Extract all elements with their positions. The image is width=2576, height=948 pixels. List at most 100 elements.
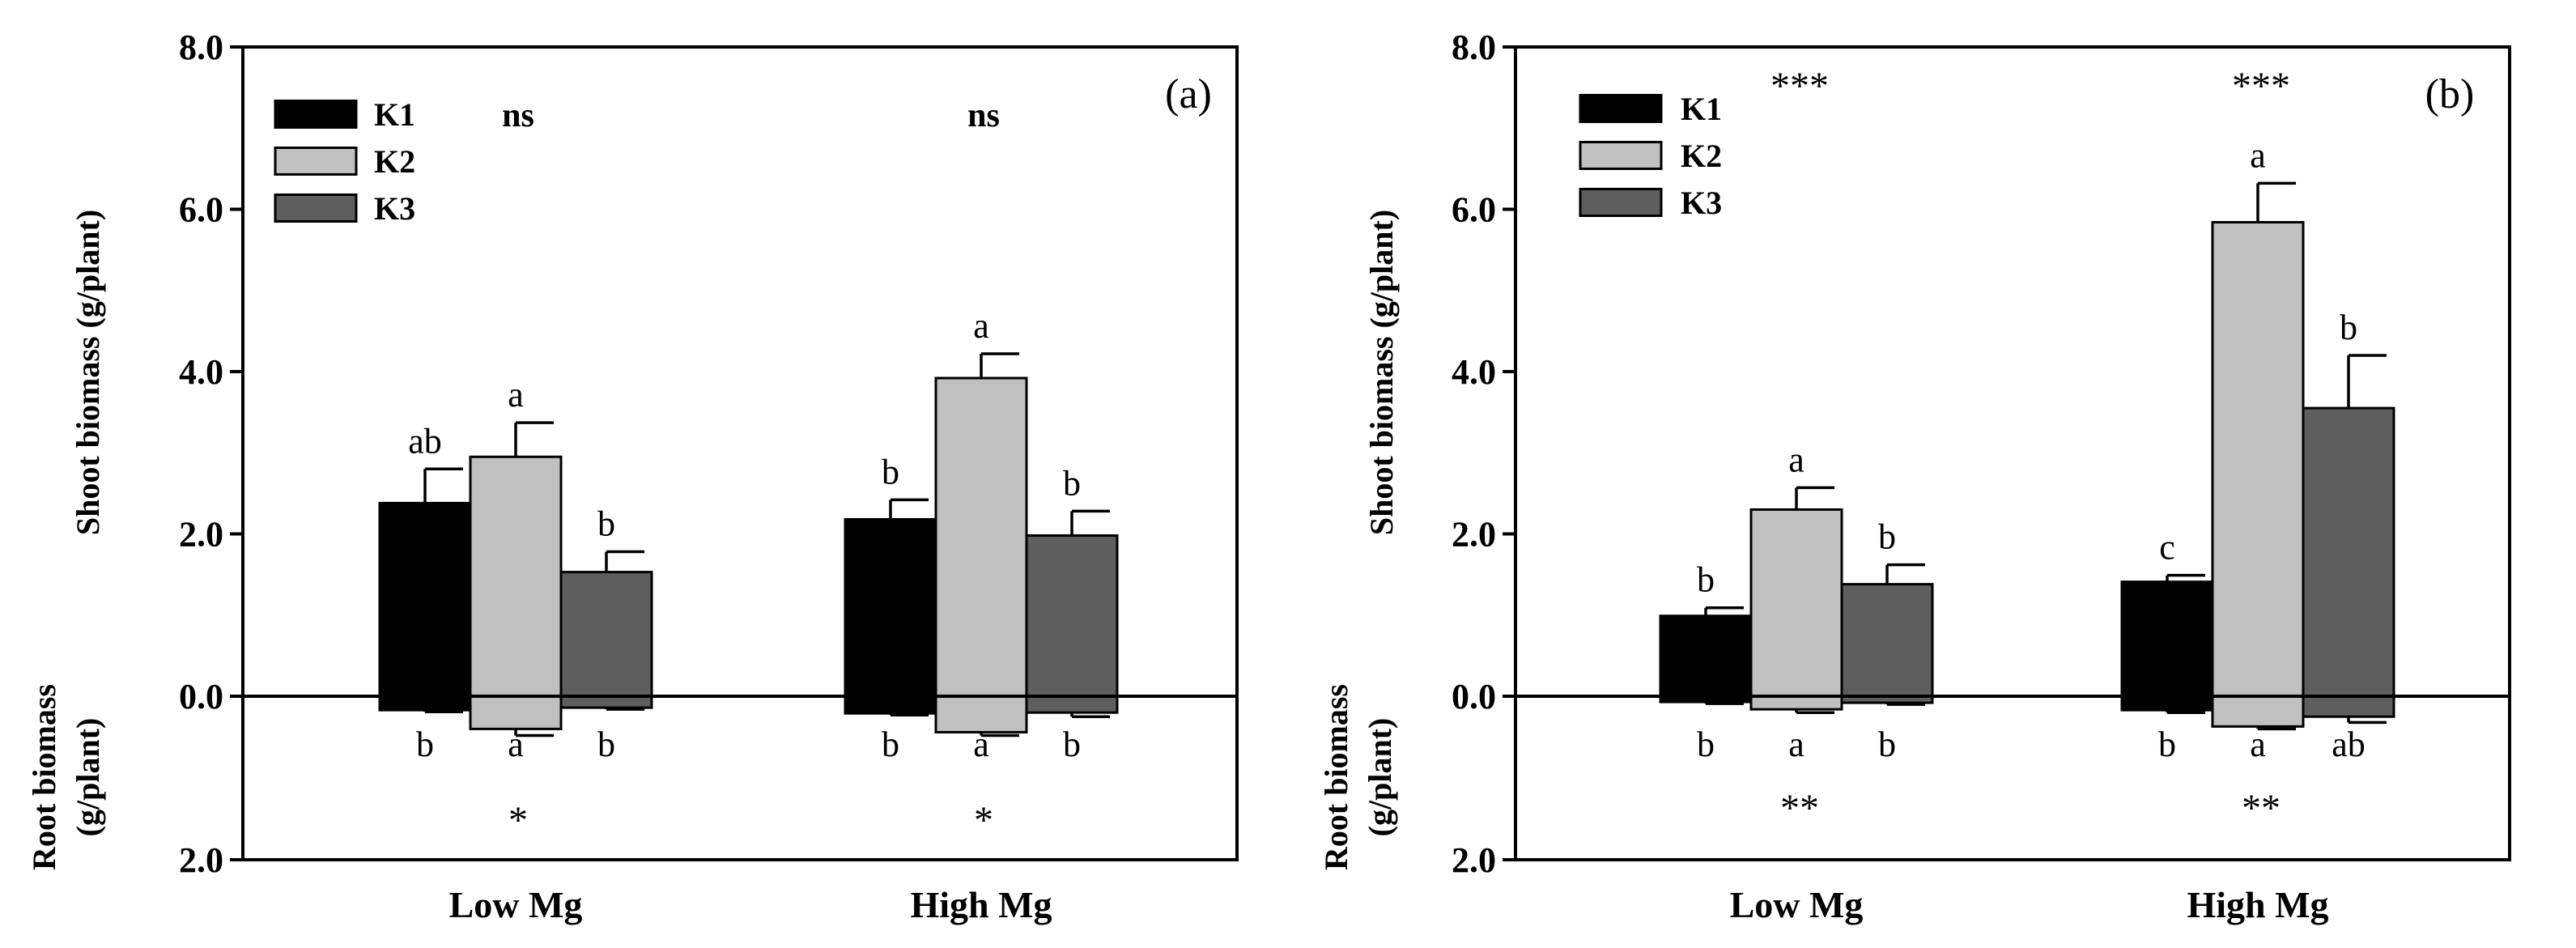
root-error-bar	[889, 713, 929, 716]
legend-label-k2: K2	[1681, 138, 1722, 174]
legend-swatch-k2	[274, 147, 358, 176]
shoot-error-bar	[423, 467, 464, 504]
shoot-letter: c	[2159, 528, 2175, 568]
shoot-letter: a	[973, 306, 989, 346]
root-bar-k1	[844, 695, 937, 715]
root-bar-k2	[1749, 695, 1843, 711]
shoot-letter: a	[1788, 440, 1804, 479]
root-error-bar	[2256, 726, 2297, 731]
legend-swatch-k1	[1579, 94, 1663, 123]
root-letter: a	[508, 725, 524, 764]
shoot-letter: a	[2250, 135, 2266, 175]
root-significance: **	[1780, 787, 1819, 830]
shoot-error-bar	[1704, 606, 1745, 616]
y-tick-label: 2.0	[1452, 840, 1496, 880]
root-bar-k1	[2120, 695, 2214, 712]
y-tick-label: 4.0	[1452, 352, 1496, 392]
shoot-bar-k2	[1749, 508, 1843, 698]
root-error-bar	[2166, 710, 2206, 714]
shoot-error-bar	[514, 421, 555, 457]
shoot-bar-k3	[559, 571, 653, 698]
category-label: Low Mg	[1730, 884, 1864, 925]
shoot-error-bar	[889, 498, 929, 520]
shoot-axis-label: Shoot biomass (g/plant)	[70, 210, 106, 535]
category-label: High Mg	[2187, 884, 2328, 925]
shoot-error-bar	[605, 550, 645, 572]
root-axis-label: Root biomass	[26, 684, 62, 870]
shoot-bar-k2	[2211, 221, 2305, 698]
shoot-error-bar	[2256, 181, 2297, 223]
root-letter: b	[416, 725, 434, 764]
root-bar-k3	[1025, 695, 1119, 714]
root-letter: a	[973, 725, 989, 764]
legend-swatch-k2	[1579, 141, 1663, 170]
legend-label-k2: K2	[374, 143, 415, 180]
legend-label-k3: K3	[374, 190, 415, 227]
shoot-bar-k3	[2302, 406, 2395, 698]
shoot-significance: ns	[967, 97, 1000, 134]
legend: K1 K2 K3	[274, 96, 415, 227]
root-significance: *	[974, 799, 993, 842]
shoot-letter: b	[1697, 560, 1715, 600]
root-letter: a	[2250, 725, 2266, 764]
shoot-error-bar	[1070, 509, 1111, 536]
shoot-letter: b	[882, 452, 899, 491]
root-letter: b	[597, 725, 615, 764]
y-tick-label: 0.0	[1452, 677, 1496, 716]
root-significance: **	[2242, 787, 2281, 830]
root-letter: b	[2158, 725, 2176, 764]
root-error-bar	[1704, 702, 1745, 705]
root-error-bar	[1070, 712, 1111, 718]
y-tick-label: 6.0	[1452, 190, 1496, 230]
root-error-bar	[980, 732, 1020, 738]
root-error-bar	[514, 729, 555, 738]
plot-frame	[1514, 45, 2511, 861]
root-bar-k3	[559, 695, 653, 709]
root-significance: *	[508, 799, 528, 842]
shoot-bar-k3	[1025, 534, 1119, 698]
y-tick-label: 2.0	[179, 515, 223, 555]
root-letter: ab	[2332, 725, 2366, 764]
shoot-letter: b	[597, 504, 615, 544]
root-bar-k1	[378, 695, 472, 712]
root-error-bar	[605, 708, 645, 711]
panel-label: (b)	[2425, 71, 2475, 117]
category-label: Low Mg	[449, 884, 583, 925]
shoot-bar-k1	[2120, 580, 2214, 698]
root-bar-k2	[2211, 695, 2305, 728]
root-letter: b	[1878, 725, 1896, 764]
root-axis-label: (g/plant)	[1362, 718, 1398, 837]
root-error-bar	[2347, 716, 2387, 725]
shoot-bar-k1	[844, 517, 937, 698]
root-axis-label: Root biomass	[1318, 684, 1354, 870]
y-tick-label: 6.0	[179, 190, 223, 230]
shoot-letter: b	[1878, 517, 1896, 557]
plot-frame	[241, 45, 1239, 861]
y-tick-label: 2.0	[179, 840, 223, 880]
root-axis-label: (g/plant)	[70, 718, 106, 837]
legend-label-k1: K1	[1681, 91, 1722, 127]
shoot-letter: b	[1063, 463, 1081, 503]
shoot-letter: ab	[408, 421, 442, 461]
legend-swatch-k3	[274, 193, 358, 223]
shoot-significance: ***	[2232, 65, 2290, 108]
root-letter: b	[1697, 725, 1715, 764]
shoot-bar-k2	[934, 376, 1028, 698]
shoot-bar-k3	[1840, 583, 1934, 698]
shoot-letter: a	[508, 375, 524, 414]
root-error-bar	[1795, 709, 1835, 714]
y-tick-label: 2.0	[1452, 515, 1496, 555]
legend-label-k3: K3	[1681, 185, 1722, 221]
root-error-bar	[423, 710, 464, 713]
legend-swatch-k1	[274, 100, 358, 129]
shoot-bar-k1	[378, 501, 472, 698]
y-tick-label: 4.0	[179, 352, 223, 392]
legend-label-k1: K1	[374, 96, 415, 133]
root-letter: a	[1788, 725, 1804, 764]
panel-label: (a)	[1165, 71, 1212, 117]
shoot-bar-k2	[469, 455, 563, 698]
root-bar-k3	[2302, 695, 2395, 718]
shoot-error-bar	[2347, 354, 2387, 409]
